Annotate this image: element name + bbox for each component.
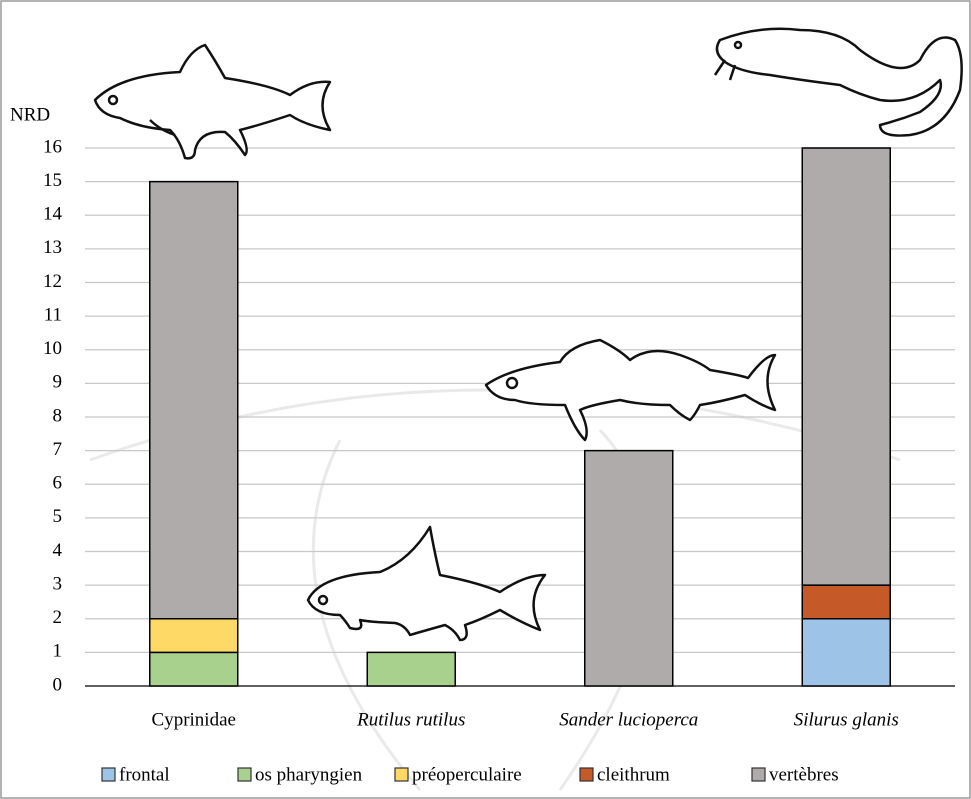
chart: NRD 012345678910111213141516CyprinidaeRu…: [0, 0, 971, 799]
y-tick-label: 0: [53, 674, 63, 695]
x-tick-label: Silurus glanis: [794, 709, 899, 730]
y-tick-label: 10: [43, 338, 62, 359]
y-tick-label: 9: [53, 372, 63, 393]
bar-segment: [585, 451, 673, 686]
legend-swatch: [580, 768, 593, 781]
legend-label: vertèbres: [769, 764, 839, 785]
legend-swatch: [395, 768, 408, 781]
bar-segment: [802, 585, 890, 619]
bar-segment: [802, 619, 890, 686]
y-tick-label: 7: [53, 439, 63, 460]
x-tick-label: Rutilus rutilus: [356, 709, 465, 730]
bar-segment: [150, 619, 238, 653]
bar-segment: [150, 652, 238, 686]
bar-segment: [367, 652, 455, 686]
bar-segment: [802, 148, 890, 585]
y-tick-label: 13: [43, 237, 62, 258]
legend-label: os pharyngien: [255, 764, 363, 785]
y-tick-label: 4: [53, 540, 63, 561]
y-tick-label: 12: [43, 271, 62, 292]
legend-label: frontal: [119, 764, 170, 785]
x-tick-label: Sander lucioperca: [559, 709, 698, 730]
y-tick-label: 2: [53, 607, 63, 628]
legend-swatch: [752, 768, 765, 781]
legend-swatch: [238, 768, 251, 781]
x-tick-label: Cyprinidae: [152, 709, 236, 730]
y-tick-label: 11: [44, 304, 62, 325]
legend-label: préoperculaire: [412, 764, 522, 785]
y-tick-label: 15: [43, 170, 62, 191]
y-tick-label: 14: [43, 204, 63, 225]
y-tick-label: 6: [53, 473, 63, 494]
y-tick-label: 5: [53, 506, 63, 527]
bar-segment: [150, 182, 238, 619]
y-tick-label: 3: [53, 573, 63, 594]
y-tick-label: 1: [53, 641, 63, 662]
y-tick-label: 16: [43, 136, 62, 157]
y-tick-label: 8: [53, 405, 63, 426]
y-axis-label: NRD: [10, 104, 50, 125]
legend-label: cleithrum: [597, 764, 670, 785]
legend-swatch: [102, 768, 115, 781]
